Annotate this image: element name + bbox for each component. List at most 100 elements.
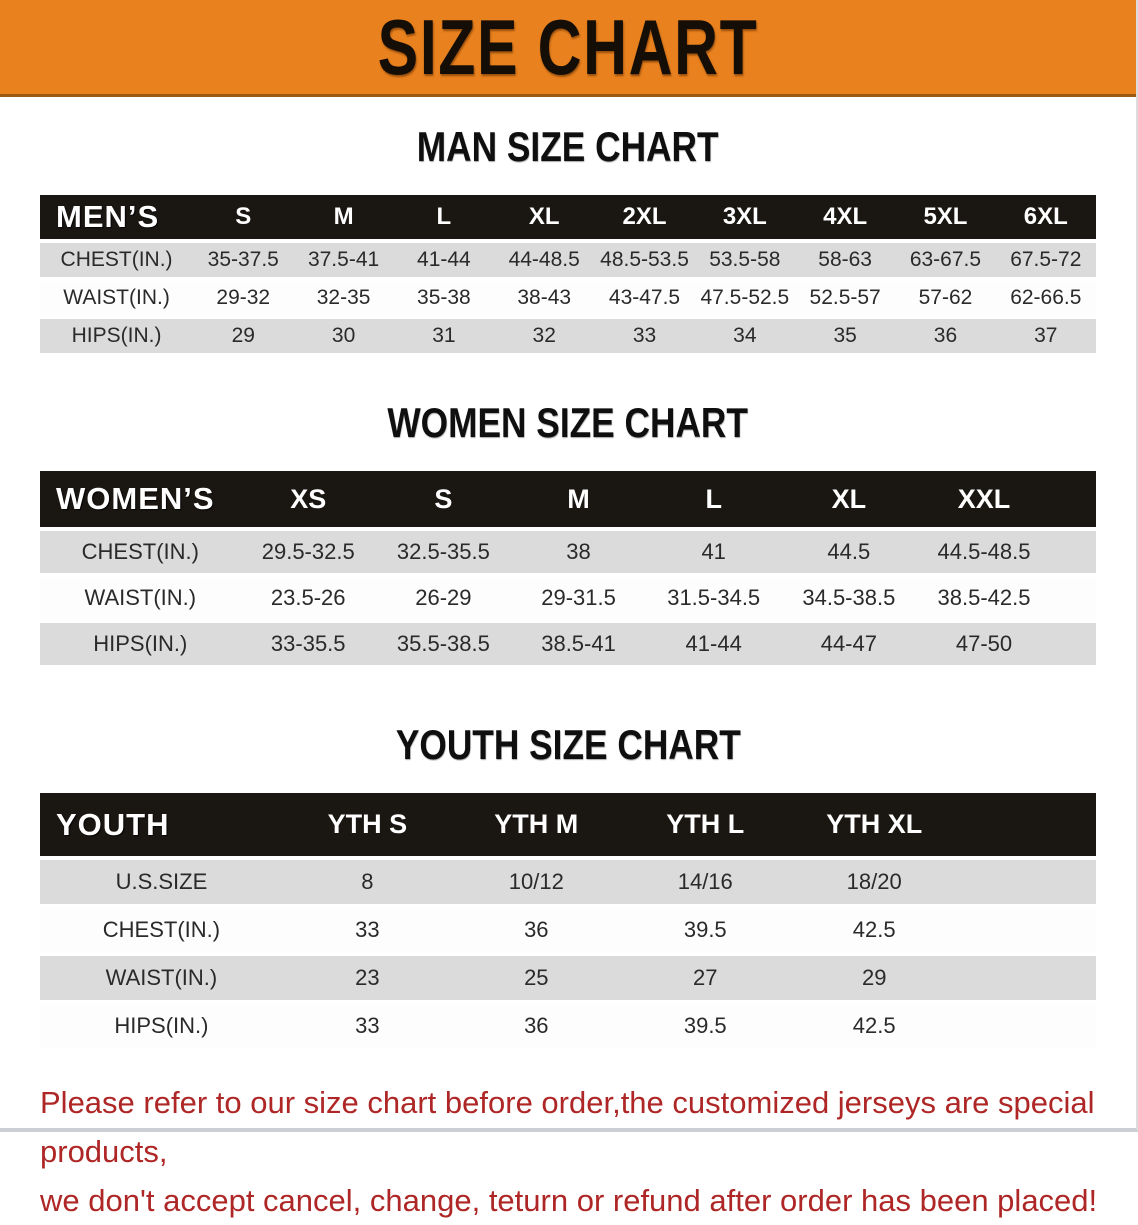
size-value: 31.5-34.5 [646, 577, 782, 619]
size-value: 38 [510, 531, 647, 573]
size-value: 37 [995, 319, 1096, 353]
size-value: 34 [694, 319, 795, 353]
row-label: HIPS(IN.) [40, 319, 194, 353]
size-column-header: YTH XL [789, 793, 959, 856]
row-spacer-cell [1051, 577, 1096, 619]
size-column-header: YTH L [620, 793, 790, 856]
table-header-label: MEN’S [40, 195, 194, 239]
size-value: 18/20 [789, 860, 959, 904]
size-column-header: M [510, 471, 647, 527]
size-value: 39.5 [620, 1004, 790, 1048]
disclaimer: Please refer to our size chart before or… [40, 1078, 1118, 1225]
size-value: 38-43 [494, 281, 595, 315]
women-section-heading: WOMEN SIZE CHART [0, 399, 1136, 447]
youth-section-heading: YOUTH SIZE CHART [0, 721, 1136, 769]
size-column-header: 6XL [995, 195, 1096, 239]
size-value: 25 [451, 956, 621, 1000]
row-label: CHEST(IN.) [40, 531, 241, 573]
size-value: 30 [293, 319, 394, 353]
size-value: 29 [789, 956, 959, 1000]
banner: SIZE CHART [0, 0, 1136, 97]
size-value: 35 [794, 319, 896, 353]
size-value: 42.5 [789, 908, 959, 952]
size-value: 36 [451, 1004, 621, 1048]
row-spacer-cell [1051, 531, 1096, 573]
size-value: 57-62 [895, 281, 996, 315]
size-value: 63-67.5 [895, 243, 996, 277]
men-size-table: MEN’S S M L XL 2XL 3XL 4XL 5XL 6XL CHEST(IN.) 35-37… [40, 191, 1096, 357]
size-value: 14/16 [620, 860, 790, 904]
table-row: WAIST(IN.) 23.5-26 26-29 29-31.5 31.5-34.5 34… [40, 577, 1096, 619]
size-value: 33 [282, 908, 452, 952]
header-spacer-cell [1051, 471, 1096, 527]
size-value: 31 [393, 319, 495, 353]
size-value: 8 [282, 860, 452, 904]
table-row: U.S.SIZE 8 10/12 14/16 18/20 [40, 860, 1096, 904]
size-column-header: 5XL [895, 195, 996, 239]
size-column-header: S [193, 195, 294, 239]
size-value: 43-47.5 [594, 281, 695, 315]
size-value: 23 [282, 956, 452, 1000]
row-spacer-cell [958, 1004, 1096, 1048]
row-spacer-cell [958, 956, 1096, 1000]
size-value: 23.5-26 [240, 577, 376, 619]
size-column-header: XXL [916, 471, 1052, 527]
size-value: 26-29 [375, 577, 511, 619]
row-spacer-cell [958, 908, 1096, 952]
size-value: 10/12 [451, 860, 621, 904]
table-row: CHEST(IN.) 33 36 39.5 42.5 [40, 908, 1096, 952]
row-label: CHEST(IN.) [40, 243, 194, 277]
size-value: 29-32 [193, 281, 294, 315]
size-column-header: XL [494, 195, 595, 239]
size-value: 35-38 [393, 281, 495, 315]
women-size-table: WOMEN’S XS S M L XL XXL CHEST(IN.) 29.5-32.5 32.5… [40, 467, 1096, 669]
table-row: WAIST(IN.) 29-32 32-35 35-38 38-43 43-47.5 47.… [40, 281, 1096, 315]
size-value: 33 [282, 1004, 452, 1048]
size-column-header: YTH M [451, 793, 621, 856]
size-value: 44.5-48.5 [916, 531, 1052, 573]
table-header-row: MEN’S S M L XL 2XL 3XL 4XL 5XL 6XL [40, 195, 1096, 239]
table-row: WAIST(IN.) 23 25 27 29 [40, 956, 1096, 1000]
size-value: 41-44 [646, 623, 782, 665]
disclaimer-line-2: we don't accept cancel, change, teturn o… [40, 1183, 1098, 1218]
table-row: HIPS(IN.) 33 36 39.5 42.5 [40, 1004, 1096, 1048]
table-header-row: WOMEN’S XS S M L XL XXL [40, 471, 1096, 527]
row-label: CHEST(IN.) [40, 908, 283, 952]
disclaimer-line-1: Please refer to our size chart before or… [40, 1085, 1095, 1169]
table-header-row: YOUTH YTH S YTH M YTH L YTH XL [40, 793, 1096, 856]
man-table-wrap: MEN’S S M L XL 2XL 3XL 4XL 5XL 6XL CHEST(IN.) 35-37… [40, 191, 1096, 357]
size-column-header: L [393, 195, 495, 239]
man-size-chart-title: MAN SIZE CHART [417, 123, 719, 170]
size-value: 29 [193, 319, 294, 353]
size-value: 34.5-38.5 [781, 577, 917, 619]
size-value: 44-47 [781, 623, 917, 665]
size-value: 33-35.5 [240, 623, 376, 665]
size-value: 44.5 [781, 531, 917, 573]
size-value: 36 [451, 908, 621, 952]
size-value: 58-63 [794, 243, 896, 277]
table-row: HIPS(IN.) 33-35.5 35.5-38.5 38.5-41 41-44 44-… [40, 623, 1096, 665]
women-table-wrap: WOMEN’S XS S M L XL XXL CHEST(IN.) 29.5-32.5 32.5… [40, 467, 1096, 669]
size-column-header: 2XL [594, 195, 695, 239]
banner-title: SIZE CHART [377, 3, 759, 91]
table-row: CHEST(IN.) 35-37.5 37.5-41 41-44 44-48.5 48.5… [40, 243, 1096, 277]
size-value: 29-31.5 [510, 577, 647, 619]
size-column-header: YTH S [282, 793, 452, 856]
size-value: 38.5-42.5 [916, 577, 1052, 619]
table-row: CHEST(IN.) 29.5-32.5 32.5-35.5 38 41 44.5 44.5… [40, 531, 1096, 573]
size-value: 39.5 [620, 908, 790, 952]
size-value: 27 [620, 956, 790, 1000]
size-value: 29.5-32.5 [240, 531, 376, 573]
women-size-chart-title: WOMEN SIZE CHART [387, 399, 749, 446]
size-value: 41 [646, 531, 782, 573]
youth-table-wrap: YOUTH YTH S YTH M YTH L YTH XL U.S.SIZE 8 10/12… [40, 789, 1096, 1052]
size-value: 33 [594, 319, 695, 353]
size-value: 35.5-38.5 [375, 623, 511, 665]
size-column-header: 4XL [794, 195, 896, 239]
table-row: HIPS(IN.) 29 30 31 32 33 34 35 36 37 [40, 319, 1096, 353]
size-column-header: XL [781, 471, 917, 527]
table-header-label: YOUTH [40, 793, 283, 856]
size-value: 52.5-57 [794, 281, 896, 315]
man-section-heading: MAN SIZE CHART [0, 123, 1136, 171]
